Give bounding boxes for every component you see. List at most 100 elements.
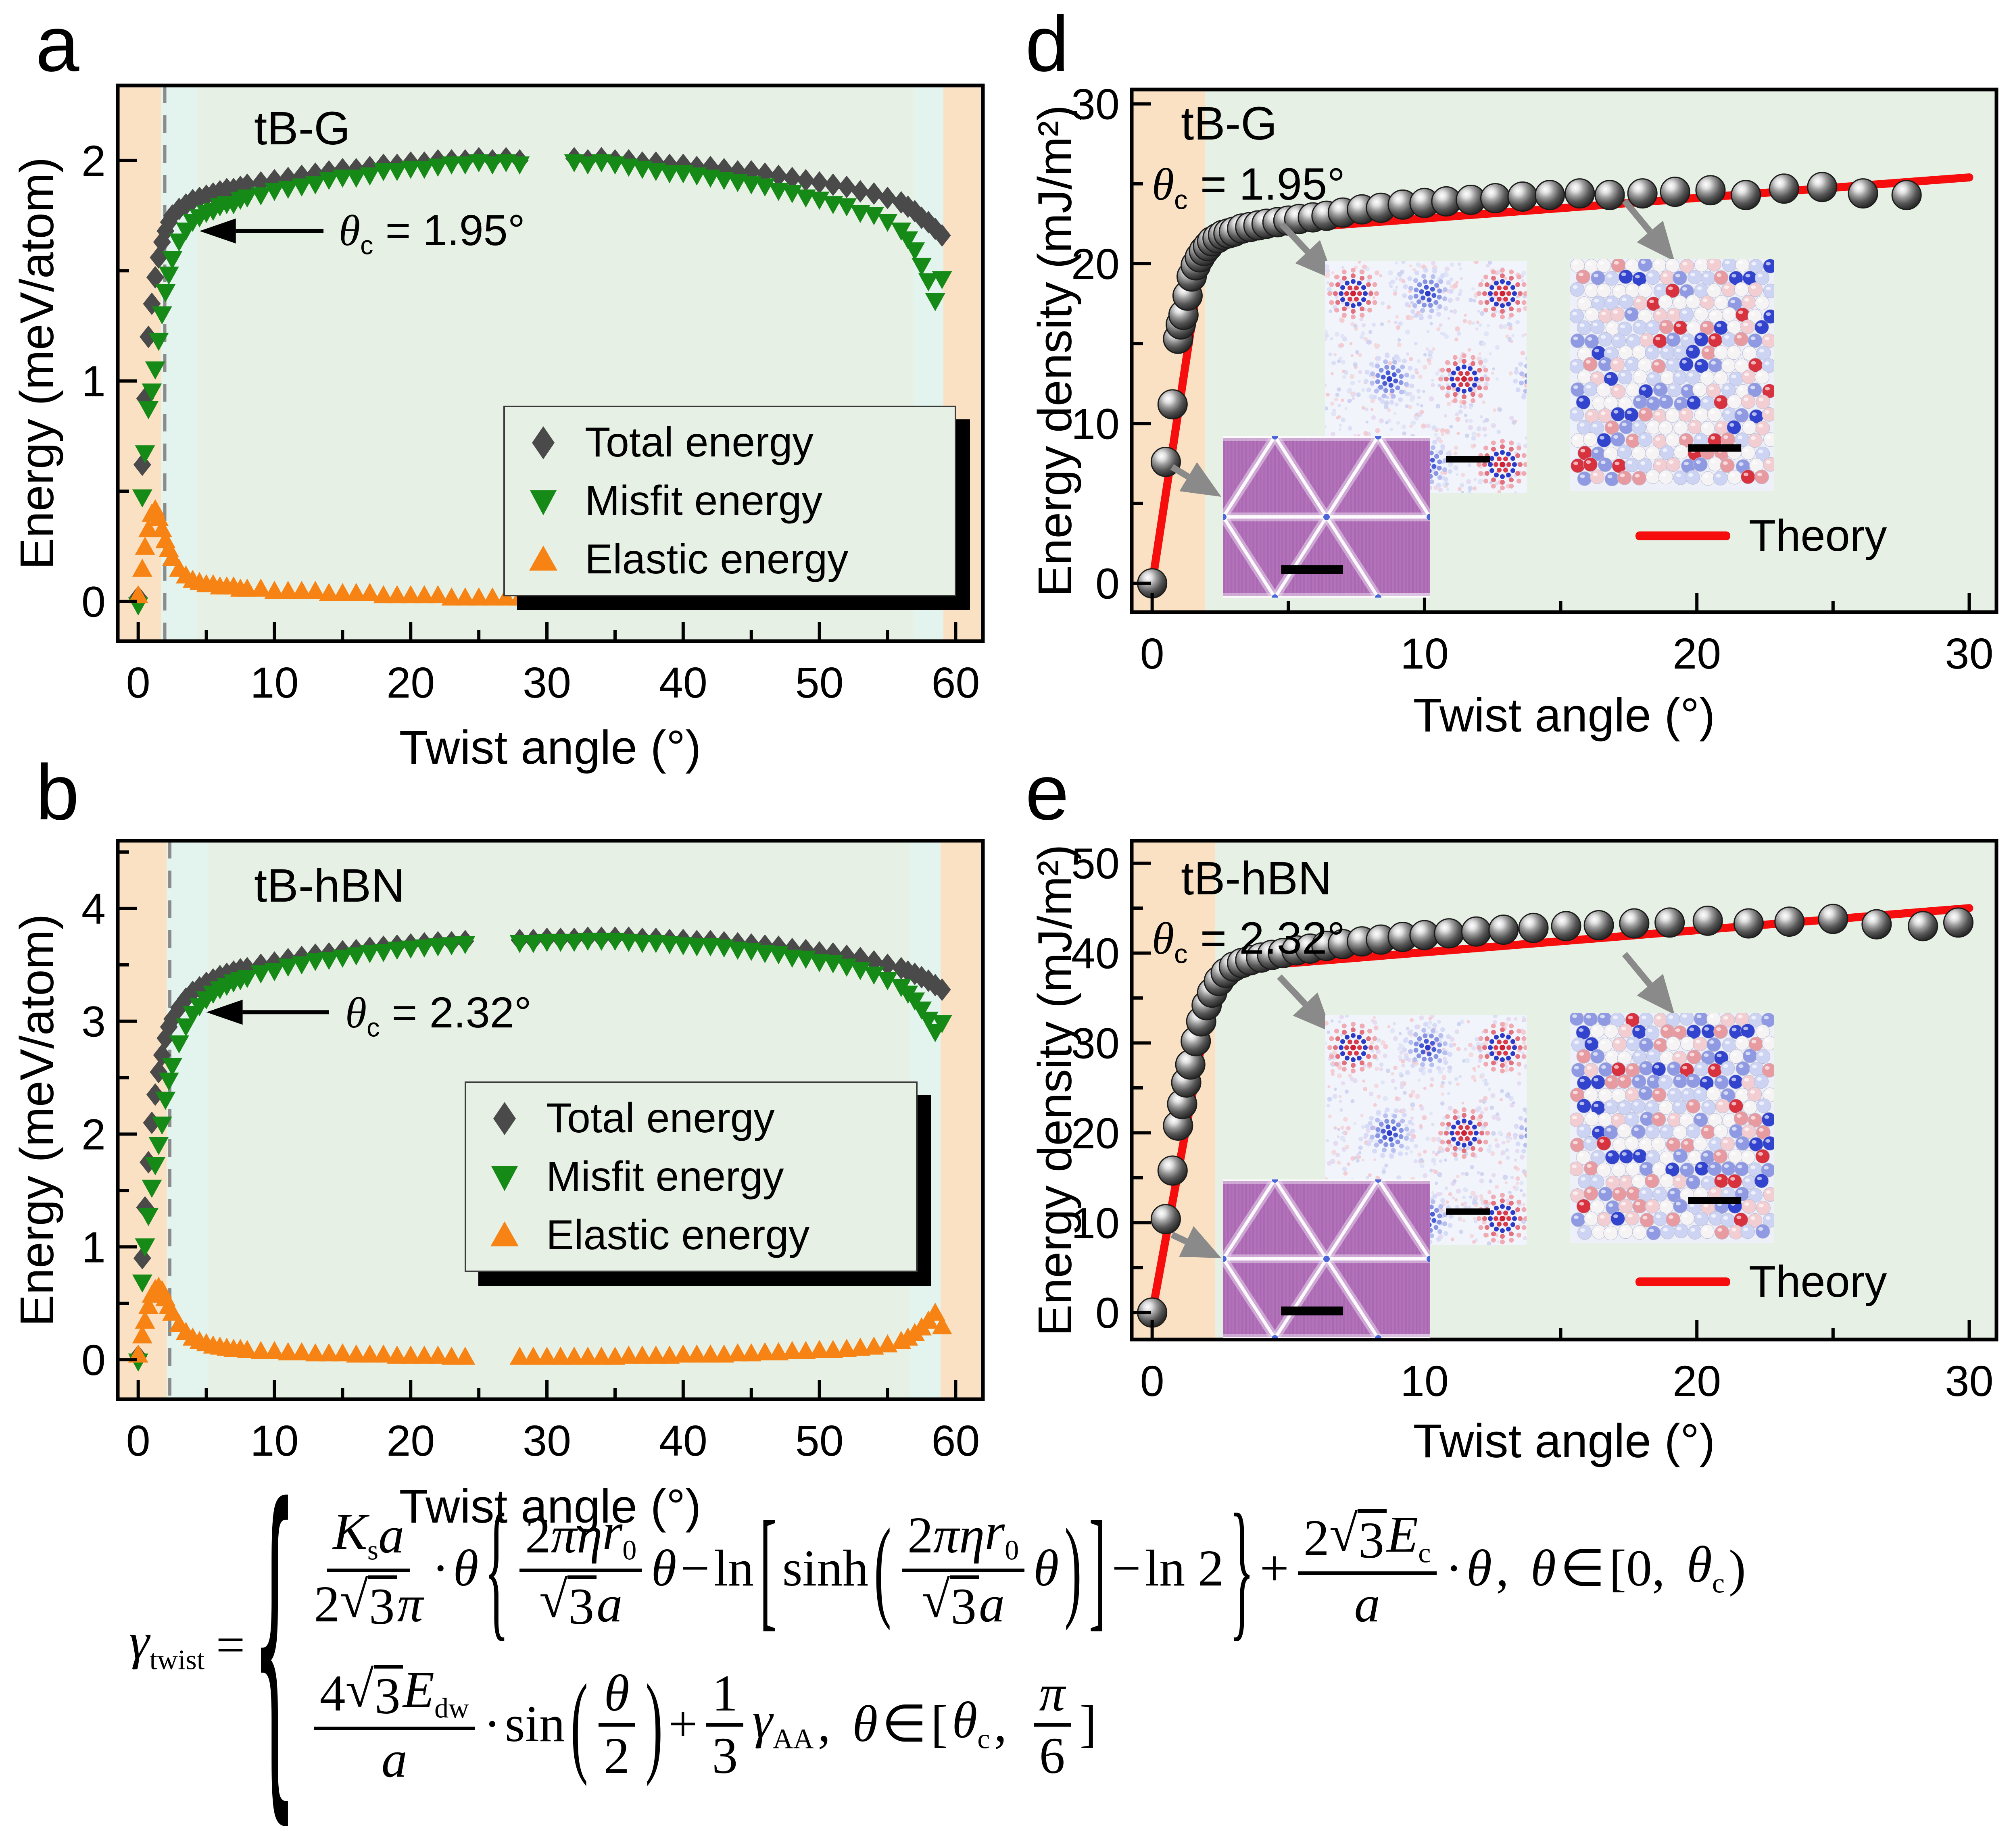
moire-dot <box>1428 361 1432 365</box>
atom <box>1638 283 1652 298</box>
moire-dot <box>1437 1219 1442 1225</box>
moire-dot <box>1387 1130 1392 1136</box>
moire-dot <box>1470 1165 1474 1169</box>
moire-dot <box>1445 1126 1450 1130</box>
moire-dot <box>1460 1202 1465 1206</box>
atom <box>1576 1025 1591 1040</box>
atom-highlight <box>1573 385 1578 389</box>
moire-dot <box>1510 285 1515 290</box>
atom <box>1714 1173 1729 1188</box>
atom <box>1706 259 1721 272</box>
moire-dot <box>1368 1045 1373 1050</box>
moire-dot <box>1417 396 1421 400</box>
atom <box>1625 357 1640 372</box>
series-misfit-energy <box>128 933 952 1372</box>
math-text: 2 <box>1303 1509 1329 1567</box>
atom-highlight <box>1655 437 1660 441</box>
moire-dot <box>1452 1196 1455 1200</box>
moire-dot <box>1471 1109 1476 1114</box>
moire-dot <box>1491 423 1496 428</box>
atom <box>1707 407 1722 422</box>
atom-highlight <box>1606 1229 1611 1233</box>
moire-dot <box>1518 1045 1523 1050</box>
math-text: ∈ <box>882 1695 927 1752</box>
moire-dot <box>1491 1173 1496 1177</box>
moire-dot <box>1385 1107 1390 1113</box>
data-point-sim <box>1619 908 1650 939</box>
math-text: = <box>216 1616 245 1673</box>
moire-dot <box>1342 1029 1347 1035</box>
moire-dot <box>1519 1154 1525 1160</box>
atom <box>1700 471 1715 486</box>
atom <box>1610 357 1625 372</box>
theta-c-annotation-a: θc = 1.95° <box>339 206 525 260</box>
moire-dot <box>1366 388 1371 393</box>
moire-dot <box>1357 291 1362 296</box>
moire-dot <box>1333 1126 1337 1130</box>
moire-dot <box>1437 1213 1442 1219</box>
moire-dot <box>1416 299 1421 304</box>
data-point-sim <box>1807 172 1838 202</box>
moire-dot <box>1395 385 1400 391</box>
math-text: + <box>668 1695 698 1752</box>
atom-highlight <box>1600 1115 1606 1119</box>
moire-dot <box>1427 1020 1433 1025</box>
atom <box>1624 1136 1639 1151</box>
atom-highlight <box>1627 1214 1633 1218</box>
atom-highlight <box>1641 1140 1646 1144</box>
data-point-misfit <box>809 954 830 973</box>
atom-highlight <box>1759 1128 1764 1132</box>
moire-dot <box>1521 1225 1527 1230</box>
moire-dot <box>1434 454 1439 459</box>
moire-dot <box>1517 479 1522 484</box>
moire-dot <box>1445 482 1449 486</box>
moire-dot <box>1497 490 1501 493</box>
moire-dot <box>1521 1029 1526 1035</box>
atom-highlight <box>1592 1177 1598 1181</box>
data-point-misfit <box>145 361 165 380</box>
atom <box>1659 1173 1674 1188</box>
atom <box>1598 1062 1613 1077</box>
moire-dot <box>1460 277 1463 280</box>
moire-dot <box>1522 1041 1526 1045</box>
atom <box>1653 382 1668 397</box>
atom <box>1708 333 1723 348</box>
atom <box>1714 295 1729 310</box>
data-point-sim <box>1891 180 1922 210</box>
atom-highlight <box>1599 261 1604 265</box>
moire-dot <box>1510 297 1515 302</box>
atom-highlight <box>1723 1091 1729 1095</box>
moire-dot <box>1431 1218 1437 1223</box>
moire-dot <box>1521 471 1527 476</box>
atom <box>1728 1149 1743 1164</box>
moire-dot <box>1391 1079 1396 1083</box>
atom-highlight <box>1723 1016 1728 1020</box>
moire-dot <box>1449 425 1453 429</box>
data-point-elastic <box>319 1343 339 1362</box>
atom-highlight <box>1633 1127 1639 1131</box>
arrow-head <box>1637 221 1675 261</box>
data-point-total <box>197 971 215 994</box>
atom <box>1652 1162 1667 1177</box>
moire-dot <box>1503 1221 1508 1227</box>
atom-highlight <box>1759 349 1764 353</box>
domain-wall-line <box>1325 1179 1380 1260</box>
moire-dot <box>1466 1146 1470 1150</box>
moire-dot <box>1436 1066 1441 1071</box>
atom-highlight <box>1587 286 1592 290</box>
atom-highlight <box>1758 1227 1763 1231</box>
moire-dot <box>1500 1089 1504 1093</box>
moire-dot <box>1487 1087 1491 1091</box>
moire-dot <box>1408 1119 1413 1125</box>
math-text: sin <box>505 1695 565 1752</box>
moire-dot <box>1442 1050 1448 1056</box>
tick-label: 40 <box>659 658 707 707</box>
moire-dot <box>1491 1200 1496 1206</box>
atom <box>1652 1187 1667 1202</box>
moire-dot <box>1448 1223 1453 1228</box>
moire-dot <box>1329 282 1334 287</box>
moire-dot <box>1430 458 1435 463</box>
moire-dot <box>1473 444 1476 448</box>
